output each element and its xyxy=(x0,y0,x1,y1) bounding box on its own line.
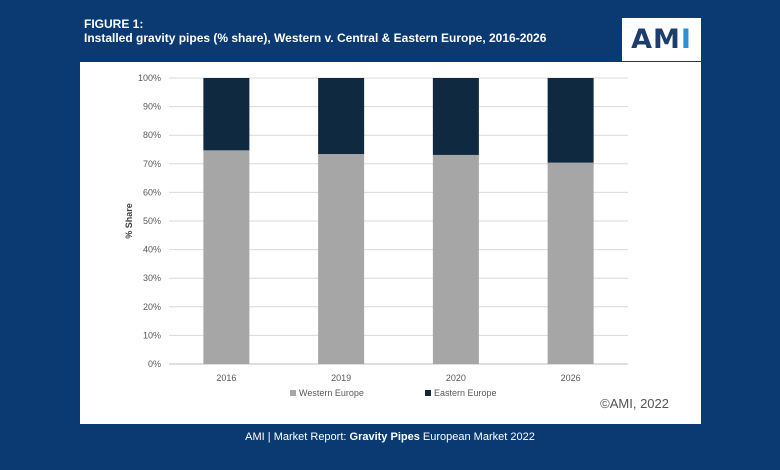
y-axis-label: % Share xyxy=(124,203,134,239)
legend-swatch xyxy=(425,390,431,396)
y-tick-label: 10% xyxy=(143,330,161,340)
legend-swatch xyxy=(290,390,296,396)
figure-title: Installed gravity pipes (% share), Weste… xyxy=(84,31,547,45)
y-tick-label: 90% xyxy=(143,102,161,112)
footer: AMI | Market Report: Gravity Pipes Europ… xyxy=(0,431,780,443)
ami-logo-text: AMI xyxy=(631,24,692,55)
x-tick-label: 2019 xyxy=(331,373,351,383)
legend-label: Western Europe xyxy=(299,388,364,398)
bar-eastern-europe-2019 xyxy=(318,78,365,155)
figure-header: FIGURE 1: Installed gravity pipes (% sha… xyxy=(84,17,546,45)
bar-western-europe-2020 xyxy=(432,154,479,364)
footer-prefix: AMI | Market Report: xyxy=(245,431,347,443)
x-tick-label: 2020 xyxy=(446,373,466,383)
footer-suffix: European Market 2022 xyxy=(422,431,535,443)
footer-bold: Gravity Pipes xyxy=(349,431,420,443)
bar-eastern-europe-2016 xyxy=(203,78,250,151)
bar-eastern-europe-2026 xyxy=(547,78,594,163)
bar-eastern-europe-2020 xyxy=(432,78,479,155)
x-tick-label: 2016 xyxy=(216,373,236,383)
bar-western-europe-2019 xyxy=(318,154,365,364)
y-tick-label: 0% xyxy=(148,359,161,369)
x-tick-label: 2026 xyxy=(561,373,581,383)
y-tick-label: 40% xyxy=(143,245,161,255)
ami-logo: AMI xyxy=(622,18,701,61)
bar-western-europe-2016 xyxy=(203,150,250,364)
y-tick-label: 80% xyxy=(143,130,161,140)
y-tick-label: 50% xyxy=(143,216,161,226)
stacked-bar-chart: 0% 10% 20% 30% 40% 50% 60% 70% 80% 90% 100% % Share… xyxy=(124,73,628,398)
figure-label: FIGURE 1: xyxy=(84,17,144,31)
y-tick-label: 70% xyxy=(143,159,161,169)
legend-label: Eastern Europe xyxy=(434,388,497,398)
copyright-notice: ©AMI, 2022 xyxy=(600,396,669,411)
y-tick-label: 100% xyxy=(138,73,161,83)
bar-western-europe-2026 xyxy=(547,162,594,364)
y-tick-label: 20% xyxy=(143,302,161,312)
chart-panel: 0% 10% 20% 30% 40% 50% 60% 70% 80% 90% 100% % Share… xyxy=(80,62,701,424)
y-tick-label: 60% xyxy=(143,187,161,197)
y-tick-label: 30% xyxy=(143,273,161,283)
